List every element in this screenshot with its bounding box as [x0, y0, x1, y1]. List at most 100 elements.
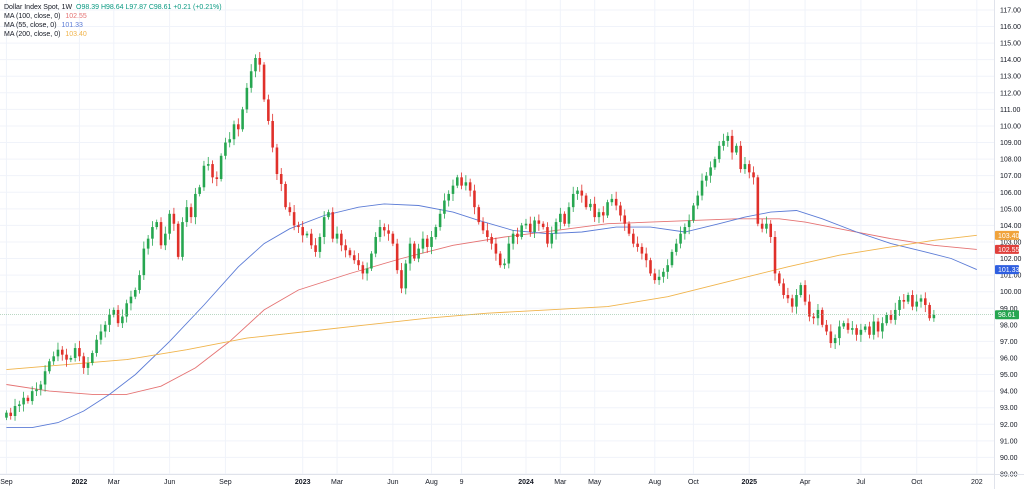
candle-body: [554, 222, 558, 234]
candle-body: [820, 309, 824, 325]
candle-body: [417, 248, 420, 259]
legend-ma-row[interactable]: MA (55, close, 0) 101.33: [4, 21, 222, 30]
candle-body: [112, 309, 116, 315]
x-tick-label: Jul: [856, 479, 865, 486]
x-tick-label: Aug: [425, 479, 438, 486]
legend-symbol-row[interactable]: Dollar Index Spot, 1W O98.39 H98.64 L97.…: [4, 3, 222, 12]
candle-body: [56, 349, 60, 357]
candle-body: [627, 223, 631, 234]
y-tick-label: 108.00: [1000, 157, 1022, 164]
x-tick-label: May: [588, 479, 602, 486]
candle-body: [872, 321, 876, 335]
time-axis[interactable]: Sep 2022 Mar Jun Sep 2023 Mar Jun Aug 9 2024 Mar May…: [0, 474, 1024, 487]
candle-body: [692, 205, 695, 221]
legend-ma-row[interactable]: MA (200, close, 0) 103.40: [4, 30, 222, 39]
candle-body: [520, 225, 523, 237]
candle-body: [915, 301, 919, 307]
candle-body: [653, 273, 657, 281]
candle-body: [919, 298, 923, 302]
candle-body: [30, 391, 34, 402]
y-tick-label: 95.00: [1000, 372, 1018, 379]
x-tick-label: Jun: [387, 479, 398, 486]
candle-body: [335, 233, 339, 239]
candle-body: [318, 237, 322, 252]
candle-body: [846, 323, 850, 330]
candle-body: [262, 64, 266, 100]
candle-body: [640, 246, 644, 254]
candle-body: [198, 187, 201, 194]
candle-body: [623, 215, 627, 224]
candle-body: [215, 177, 219, 179]
candle-body: [666, 265, 669, 272]
candle-body: [842, 323, 846, 327]
ma-value: 103.40: [65, 31, 87, 38]
candle-body: [438, 213, 442, 228]
y-tick-label: 114.00: [1000, 57, 1021, 64]
candle-body: [434, 227, 438, 237]
candle-body: [876, 321, 880, 332]
candle-body: [803, 285, 807, 302]
candle-body: [176, 223, 180, 257]
candle-body: [125, 303, 128, 317]
candle-body: [726, 135, 730, 141]
x-tick-label: Sep: [0, 479, 13, 486]
candle-body: [765, 223, 768, 229]
candle-body: [121, 316, 124, 324]
y-tick-label: 90.00: [1000, 455, 1018, 462]
candle-body: [228, 139, 232, 143]
candle-body: [859, 329, 863, 335]
candle-body: [760, 223, 764, 229]
candlesticks: [5, 52, 936, 421]
candle-body: [473, 190, 476, 208]
candle-body: [584, 195, 588, 208]
candle-body: [99, 331, 103, 340]
candle-body: [108, 314, 111, 325]
candle-body: [48, 361, 51, 372]
candle-body: [606, 202, 609, 216]
candle-body: [460, 177, 463, 186]
y-tick-label: 111.00: [1000, 107, 1020, 114]
candle-body: [455, 177, 459, 186]
candle-body: [241, 109, 244, 130]
candle-body: [808, 301, 811, 317]
candle-body: [400, 270, 403, 289]
x-tick-label: Oct: [911, 479, 922, 486]
y-tick-label: 117.00: [1000, 7, 1021, 14]
ma-label: MA (200, close, 0): [4, 31, 61, 38]
price-tag-bg: [995, 230, 1019, 240]
candle-body: [713, 159, 717, 168]
x-tick-label: 2025: [741, 479, 757, 486]
price-tag-bg: [995, 265, 1019, 275]
candle-body: [773, 237, 777, 274]
legend-ma-row[interactable]: MA (100, close, 0) 102.55: [4, 12, 222, 21]
candle-body: [370, 253, 373, 269]
candle-body: [352, 255, 356, 261]
candle-body: [344, 245, 347, 251]
candle-body: [709, 167, 712, 176]
candle-body: [735, 145, 738, 153]
candle-body: [662, 271, 665, 277]
candle-body: [902, 299, 906, 302]
candle-body: [812, 316, 815, 319]
candle-body: [430, 237, 433, 247]
candle-body: [451, 185, 455, 194]
x-tick-label: Aug: [649, 479, 662, 486]
candle-body: [593, 203, 596, 218]
candle-body: [408, 243, 412, 264]
ma-value: 102.55: [65, 13, 87, 20]
candle-body: [202, 165, 206, 188]
candle-body: [507, 243, 511, 264]
gridlines: [0, 0, 994, 475]
candle-body: [769, 223, 773, 237]
x-tick-label: Mar: [108, 479, 121, 486]
price-axis-labels: 103.40 102.55 101.33 98.61: [995, 230, 1020, 320]
price-axis[interactable]: 117.00 116.00 115.00 114.00 113.00 112.00 111.…: [994, 0, 1022, 489]
candle-body: [481, 222, 485, 231]
candle-body: [52, 356, 55, 362]
candle-body: [571, 193, 575, 208]
x-tick-label: Oct: [688, 479, 699, 486]
candle-body: [700, 180, 704, 196]
candle-body: [189, 207, 193, 218]
